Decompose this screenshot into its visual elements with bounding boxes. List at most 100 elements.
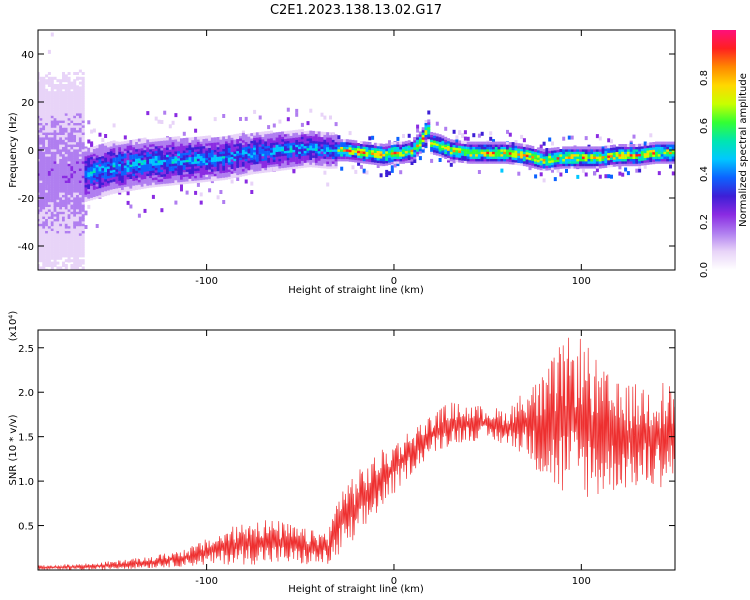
heat-cell: [522, 160, 526, 164]
heat-cell: [379, 148, 383, 152]
heat-cell: [621, 151, 625, 155]
heat-cell: [241, 149, 245, 153]
heat-cell: [62, 160, 65, 164]
heat-cell: [522, 143, 526, 147]
heat-cell: [194, 148, 198, 152]
heat-cell: [323, 141, 327, 145]
heat-cell: [593, 158, 597, 162]
heat-cell: [292, 137, 296, 141]
heat-cell: [115, 154, 119, 158]
heat-cell: [632, 160, 636, 164]
heat-cell: [455, 152, 459, 155]
colorbar-tick-label: 0.6: [699, 118, 710, 134]
heat-cell: [137, 172, 141, 176]
heat-cell: [227, 166, 231, 170]
heat-cell: [67, 177, 71, 181]
heat-cell: [396, 136, 400, 141]
heat-cell: [73, 192, 77, 195]
heat-cell: [196, 175, 200, 178]
heat-cell: [154, 181, 158, 185]
heat-cell: [477, 158, 481, 162]
heat-cell: [47, 187, 51, 191]
heat-cell: [87, 178, 91, 182]
heat-cell: [177, 138, 181, 142]
heat-cell: [45, 93, 49, 97]
heat-cell: [326, 146, 330, 150]
heat-cell: [177, 143, 181, 147]
heat-cell: [329, 156, 332, 160]
heat-cell: [225, 174, 228, 178]
heat-cell: [50, 156, 54, 159]
heat-cell: [362, 143, 366, 147]
heat-cell: [418, 136, 422, 140]
heat-cell: [42, 110, 46, 114]
heat-cell: [115, 163, 119, 167]
heat-cell: [104, 159, 108, 163]
heat-cell: [494, 153, 498, 157]
heat-cell: [118, 175, 122, 179]
heat-cell: [205, 171, 209, 175]
heat-cell: [104, 193, 108, 197]
heat-cell: [334, 148, 338, 152]
heat-cell: [424, 132, 428, 135]
heat-cell: [618, 144, 622, 147]
heat-cell: [140, 138, 144, 142]
heat-cell: [112, 183, 116, 187]
heat-cell: [59, 156, 63, 159]
heat-cell: [329, 153, 332, 157]
heat-cell: [39, 187, 43, 191]
heat-cell: [129, 154, 133, 158]
heat-cell: [185, 147, 189, 151]
heat-cell: [671, 144, 675, 147]
heat-cell: [402, 141, 405, 145]
heat-cell: [314, 159, 318, 163]
heat-cell: [253, 147, 257, 150]
heat-cell: [418, 141, 422, 145]
heat-cell: [112, 123, 116, 128]
heat-cell: [95, 145, 99, 149]
heat-cell: [646, 157, 650, 161]
heat-cell: [53, 127, 57, 131]
heat-cell: [146, 144, 150, 148]
heat-cell: [62, 163, 65, 167]
heat-cell: [56, 148, 60, 152]
heat-cell: [579, 163, 583, 167]
heat-cell: [140, 174, 144, 178]
heat-cell: [101, 148, 105, 152]
heat-cell: [604, 152, 608, 156]
heat-cell: [62, 184, 65, 188]
heat-cell: [345, 158, 349, 162]
heat-cell: [81, 206, 85, 210]
heat-cell: [258, 170, 262, 174]
heat-cell: [81, 189, 85, 193]
heat-cell: [70, 129, 74, 133]
heat-cell: [314, 138, 318, 142]
heat-cell: [531, 162, 535, 166]
heat-cell: [357, 147, 361, 151]
heat-cell: [64, 86, 68, 90]
heat-cell: [73, 274, 76, 277]
heat-cell: [573, 165, 577, 169]
heat-cell: [295, 156, 299, 160]
heat-cell: [354, 147, 358, 151]
heat-cell: [45, 208, 49, 212]
heat-cell: [638, 153, 642, 157]
heat-cell: [652, 142, 656, 145]
heat-cell: [62, 136, 65, 140]
heat-cell: [219, 153, 223, 157]
heat-cell: [59, 232, 63, 236]
heat-cell: [404, 157, 408, 161]
heat-cell: [53, 120, 57, 123]
heat-cell: [137, 138, 141, 142]
heat-cell: [53, 132, 57, 135]
heat-cell: [50, 120, 54, 123]
heat-cell: [146, 173, 150, 177]
heat-cell: [70, 160, 74, 164]
heat-cell: [534, 156, 538, 160]
heat-cell: [345, 151, 349, 155]
colorbar-ticks: 0.00.20.40.60.8: [699, 70, 710, 278]
heat-cell: [227, 159, 231, 163]
heat-cell: [64, 134, 68, 138]
heat-cell: [53, 110, 57, 114]
heat-cell: [562, 160, 566, 164]
